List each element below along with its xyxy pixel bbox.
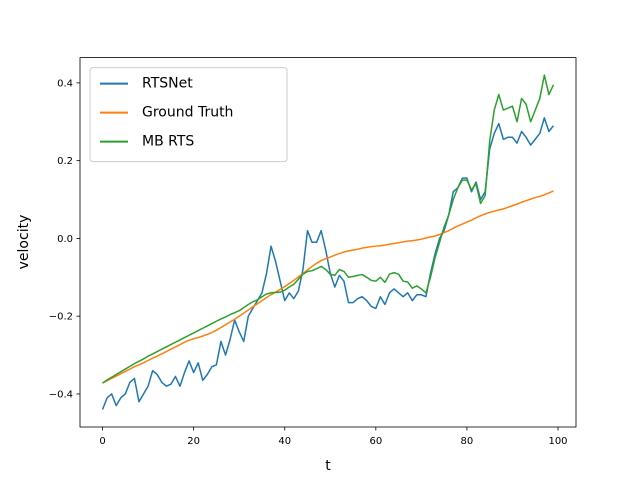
series-line: [102, 190, 554, 384]
legend: RTSNet Ground Truth MB RTS: [89, 67, 288, 163]
legend-label: Ground Truth: [142, 105, 233, 121]
x-tick-label: 100: [548, 436, 567, 447]
y-axis-label: velocity: [16, 215, 32, 270]
x-tick-label: 40: [278, 436, 291, 447]
y-tick-label: −0.4: [49, 389, 73, 400]
legend-label: RTSNet: [142, 76, 193, 92]
axes-frame: [79, 57, 577, 428]
y-tick-label: −0.2: [49, 312, 73, 323]
y-tick-label: 0.0: [57, 234, 73, 245]
x-tick-label: 80: [461, 436, 474, 447]
x-tick-label: 0: [99, 436, 105, 447]
y-tick-label: 0.4: [57, 78, 73, 89]
y-tick-label: 0.2: [57, 156, 73, 167]
series-line: [102, 74, 555, 384]
x-tick-label: 20: [187, 436, 200, 447]
legend-frame: [89, 67, 288, 163]
x-axis-label: t: [325, 458, 331, 474]
legend-label: MB RTS: [142, 134, 194, 150]
x-tick-label: 60: [369, 436, 382, 447]
